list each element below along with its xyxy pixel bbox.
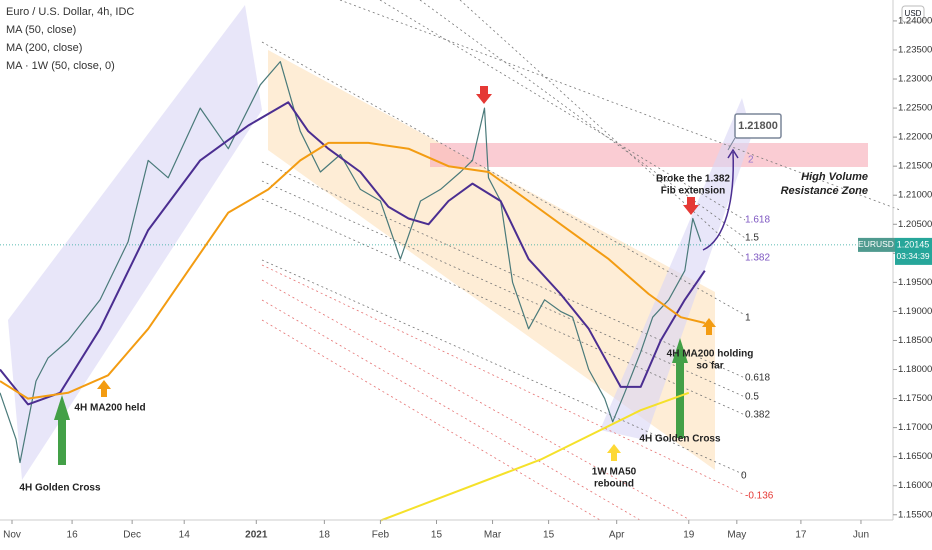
x-tick-label: 2021 — [245, 530, 268, 541]
x-tick-label: 19 — [683, 530, 695, 541]
price-tag — [895, 237, 932, 265]
y-tick-label: 1.19500 — [898, 277, 932, 288]
annotation: 4H MA200 held — [74, 403, 145, 414]
y-tick-label: 1.18500 — [898, 335, 932, 346]
symbol-label: EURUSD — [858, 239, 894, 249]
fib-label: 1.5 — [745, 233, 759, 244]
y-tick-label: 1.19000 — [898, 306, 932, 317]
fib-line — [379, 0, 746, 221]
countdown: 03:34:39 — [896, 251, 929, 261]
fib-label: 1 — [745, 313, 751, 324]
y-tick-label: 1.18000 — [898, 364, 932, 375]
ma-line — [0, 141, 706, 400]
annotation: 4H Golden Cross — [19, 483, 101, 494]
red-arrow — [683, 197, 699, 215]
legend-entry: MA · 1W (50, close, 0) — [6, 60, 115, 72]
falling-channel — [268, 50, 715, 470]
fib-label: 0 — [741, 471, 747, 482]
annotation: Fib extension — [661, 186, 725, 197]
target-pointer — [727, 137, 736, 151]
fib-label: 0.382 — [745, 410, 770, 421]
y-tick-label: 1.24000 — [898, 15, 932, 26]
x-tick-label: Nov — [3, 530, 21, 541]
annotation: Broke the 1.382 — [656, 174, 730, 185]
target-box — [734, 113, 782, 139]
x-tick-label: 15 — [543, 530, 555, 541]
fib-line — [261, 198, 746, 416]
annotation: 4H MA200 holding — [667, 349, 754, 360]
symbol-tag — [858, 237, 895, 252]
legend-entry: MA (200, close) — [6, 42, 82, 54]
green-arrow — [54, 395, 70, 465]
ma-line — [380, 391, 690, 522]
target-label: 1.21800 — [738, 120, 778, 132]
fib-line — [261, 259, 746, 476]
x-tick-label: Jun — [853, 530, 869, 541]
fib-lines-red — [261, 264, 746, 521]
fib-label: -0.136 — [745, 491, 774, 502]
y-tick-label: 1.23500 — [898, 44, 932, 55]
fib-label: 0.618 — [745, 373, 770, 384]
drawings — [8, 0, 901, 521]
fib-label: 1.618 — [745, 215, 770, 226]
annotation: 1W MA50 — [592, 467, 637, 478]
arrow-head — [727, 148, 739, 159]
y-tick-label: 1.17500 — [898, 393, 932, 404]
y-tick-label: 1.22000 — [898, 132, 932, 143]
axis-unit: USD — [905, 9, 922, 18]
x-tick-label: Feb — [372, 530, 390, 541]
fib-line — [459, 0, 746, 259]
projection-arrow — [702, 151, 734, 251]
fib-label: 2 — [748, 155, 754, 166]
plot — [0, 61, 893, 522]
y-tick-label: 1.17000 — [898, 422, 932, 433]
fib-line — [261, 180, 746, 398]
x-tick-label: Dec — [123, 530, 141, 541]
fib-line — [261, 279, 691, 521]
legend-entry: MA (50, close) — [6, 24, 76, 36]
fib-line — [261, 264, 746, 496]
annotation: Resistance Zone — [781, 185, 868, 197]
x-tick-label: Mar — [484, 530, 502, 541]
orange-arrow — [97, 380, 111, 397]
x-tick-label: 17 — [795, 530, 807, 541]
yellow-arrow — [607, 444, 621, 461]
y-tick-label: 1.22500 — [898, 103, 932, 114]
ma-line — [0, 101, 706, 406]
x-tick-label: 18 — [319, 530, 331, 541]
annotation: rebound — [594, 479, 634, 490]
x-tick-label: 14 — [179, 530, 191, 541]
x-tick-label: May — [727, 530, 746, 541]
fib-label: 1.382 — [745, 253, 770, 264]
rising-channel — [600, 98, 752, 440]
y-tick-label: 1.15500 — [898, 509, 932, 520]
price-line — [0, 61, 702, 464]
y-tick-label: 1.16500 — [898, 451, 932, 462]
annotation: 4H Golden Cross — [639, 434, 721, 445]
annotation: so far — [696, 361, 723, 372]
last-price: 1.20145 — [897, 239, 930, 249]
red-arrow — [476, 86, 492, 104]
y-tick-label: 1.23000 — [898, 74, 932, 85]
fib-label: 0.5 — [745, 392, 759, 403]
fib-line — [261, 161, 746, 379]
green-arrow — [672, 338, 688, 438]
annotation: High Volume — [801, 171, 868, 183]
x-tick-label: 15 — [431, 530, 443, 541]
fib-line — [261, 319, 601, 521]
unit-box — [901, 5, 925, 23]
orange-arrow — [702, 318, 716, 335]
y-tick-label: 1.21500 — [898, 161, 932, 172]
y-tick-label: 1.20500 — [898, 219, 932, 230]
y-tick-label: 1.16000 — [898, 480, 932, 491]
x-tick-label: Apr — [609, 530, 625, 541]
chart-title: Euro / U.S. Dollar, 4h, IDC — [6, 6, 134, 18]
resistance-zone — [430, 143, 868, 167]
rising-channel — [8, 5, 262, 480]
y-tick-label: 1.21000 — [898, 190, 932, 201]
x-tick-label: 16 — [67, 530, 79, 541]
